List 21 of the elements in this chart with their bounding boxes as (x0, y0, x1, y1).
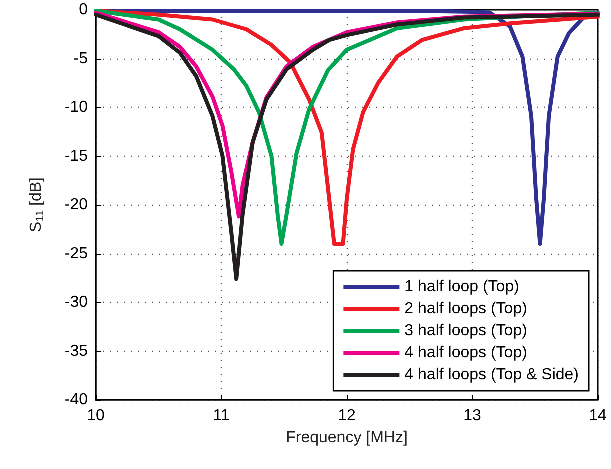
y-tick-label: -35 (64, 342, 88, 360)
y-axis-title: S11 [dB] (28, 178, 46, 232)
legend-label: 1 half loop (Top) (404, 278, 520, 296)
y-tick-label: -25 (64, 245, 88, 262)
legend-label: 3 half loops (Top) (404, 322, 528, 340)
x-tick-label: 12 (338, 408, 356, 424)
x-tick-label: 14 (589, 408, 607, 424)
x-tick-label: 13 (464, 408, 482, 424)
x-tick-label: 11 (213, 408, 230, 424)
y-tick-label: 0 (79, 2, 88, 18)
y-tick-label: -40 (64, 392, 88, 408)
x-axis-title: Frequency [MHz] (286, 430, 408, 446)
x-tick-label: 10 (87, 408, 105, 424)
y-tick-label: -5 (74, 50, 88, 68)
y-tick-label: -30 (64, 294, 88, 311)
legend-label: 2 half loops (Top) (404, 300, 528, 318)
y-tick-label: -20 (64, 196, 88, 214)
y-tick-label: -15 (64, 148, 88, 165)
legend-label: 4 half loops (Top & Side) (404, 366, 580, 384)
legend-label: 4 half loops (Top) (404, 344, 528, 362)
y-tick-label: -10 (64, 99, 88, 116)
